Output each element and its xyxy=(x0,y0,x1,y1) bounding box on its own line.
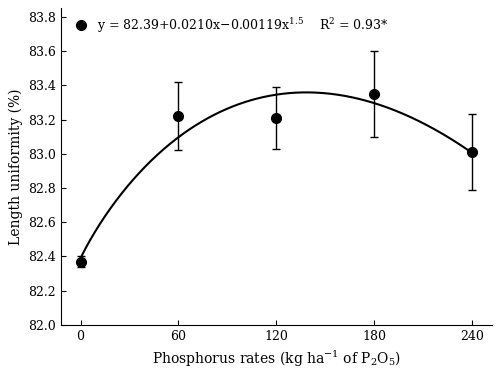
X-axis label: Phosphorus rates (kg ha$^{-1}$ of P$_2$O$_5$): Phosphorus rates (kg ha$^{-1}$ of P$_2$O… xyxy=(152,348,401,369)
Legend: y = 82.39+0.0210x−0.00119x$^{1.5}$    R$^2$ = 0.93*: y = 82.39+0.0210x−0.00119x$^{1.5}$ R$^2$… xyxy=(68,15,390,36)
Y-axis label: Length uniformity (%): Length uniformity (%) xyxy=(8,88,22,245)
